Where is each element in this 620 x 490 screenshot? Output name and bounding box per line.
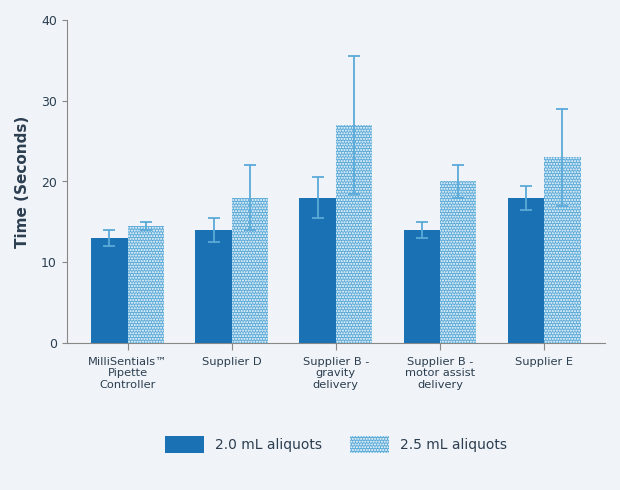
Bar [195, 230, 232, 343]
Bar [404, 230, 440, 343]
Bar [440, 181, 476, 343]
Bar [91, 238, 128, 343]
Bar [232, 197, 268, 343]
Bar [508, 197, 544, 343]
Bar [336, 125, 372, 343]
Bar [544, 157, 580, 343]
Bar [299, 197, 336, 343]
Bar [128, 226, 164, 343]
Legend: 2.0 mL aliquots, 2.5 mL aliquots: 2.0 mL aliquots, 2.5 mL aliquots [159, 431, 512, 459]
Y-axis label: Time (Seconds): Time (Seconds) [15, 115, 30, 247]
